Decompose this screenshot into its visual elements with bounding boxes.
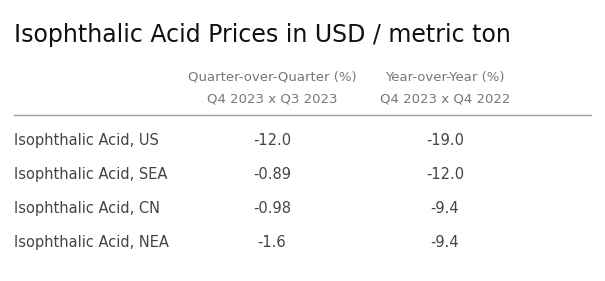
Text: Isophthalic Acid, CN: Isophthalic Acid, CN — [14, 201, 160, 216]
Text: Isophthalic Acid, SEA: Isophthalic Acid, SEA — [14, 167, 168, 182]
Text: -0.89: -0.89 — [253, 167, 291, 182]
Text: -0.98: -0.98 — [253, 201, 291, 216]
Text: Q4 2023 x Q3 2023: Q4 2023 x Q3 2023 — [207, 93, 337, 106]
Text: Isophthalic Acid, NEA: Isophthalic Acid, NEA — [14, 235, 169, 250]
Text: -12.0: -12.0 — [426, 167, 464, 182]
Text: -12.0: -12.0 — [253, 133, 291, 148]
Text: -1.6: -1.6 — [258, 235, 286, 250]
Text: Quarter-over-Quarter (%): Quarter-over-Quarter (%) — [188, 71, 356, 84]
Text: Isophthalic Acid, US: Isophthalic Acid, US — [14, 133, 159, 148]
Text: -19.0: -19.0 — [426, 133, 464, 148]
Text: Isophthalic Acid Prices in USD / metric ton: Isophthalic Acid Prices in USD / metric … — [14, 23, 511, 47]
Text: Q4 2023 x Q4 2022: Q4 2023 x Q4 2022 — [380, 93, 510, 106]
Text: -9.4: -9.4 — [431, 235, 459, 250]
Text: -9.4: -9.4 — [431, 201, 459, 216]
Text: Year-over-Year (%): Year-over-Year (%) — [385, 71, 505, 84]
